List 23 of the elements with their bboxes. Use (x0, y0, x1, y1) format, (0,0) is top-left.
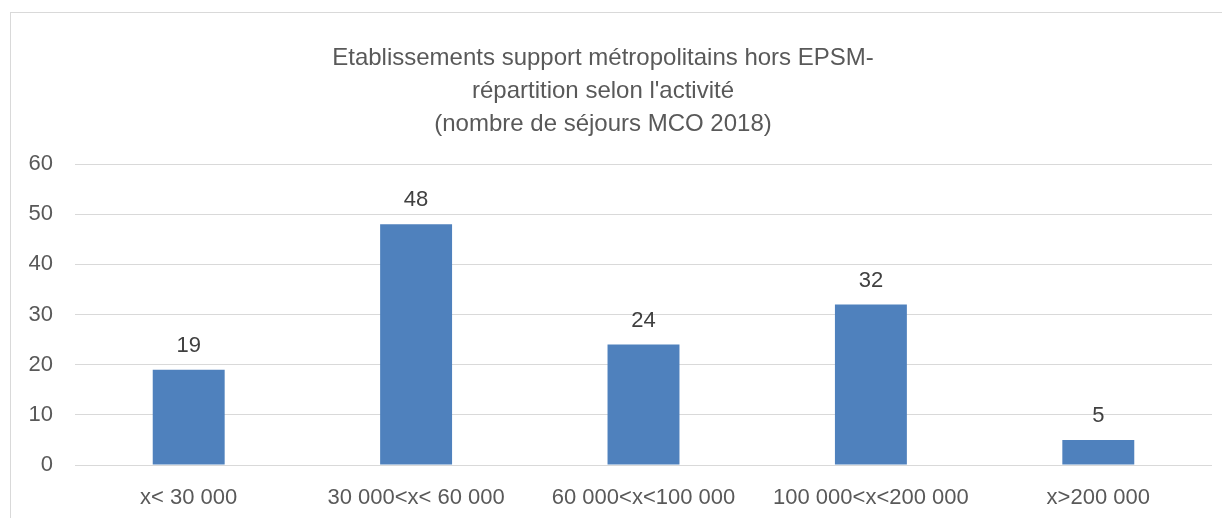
y-tick-label: 60 (28, 150, 53, 176)
y-tick-label: 50 (28, 200, 53, 226)
x-tick-label: x< 30 000 (140, 484, 238, 510)
y-tick-label: 30 (28, 300, 53, 326)
x-tick-label: 30 000<x< 60 000 (327, 484, 505, 510)
x-tick-label: x>200 000 (1046, 484, 1150, 510)
bar (1062, 439, 1135, 465)
data-label: 5 (1092, 401, 1105, 427)
y-tick-label: 10 (28, 400, 53, 426)
y-tick-label: 0 (40, 451, 53, 477)
data-label: 24 (631, 306, 656, 332)
data-label: 32 (858, 266, 884, 292)
bar (152, 369, 225, 465)
y-tick-label: 40 (28, 250, 53, 276)
bar (380, 224, 453, 465)
bar (607, 344, 680, 465)
x-tick-label: 100 000<x<200 000 (773, 484, 969, 510)
bar (834, 304, 907, 465)
data-label: 19 (176, 331, 201, 357)
chart-title: Etablissements support métropolitains hors EPSM- répartition selon l'activité (nombre de séjours MCO 2018) (332, 42, 874, 136)
y-tick-label: 20 (28, 350, 53, 376)
data-label: 48 (403, 186, 429, 212)
x-tick-label: 60 000<x<100 000 (551, 484, 736, 510)
